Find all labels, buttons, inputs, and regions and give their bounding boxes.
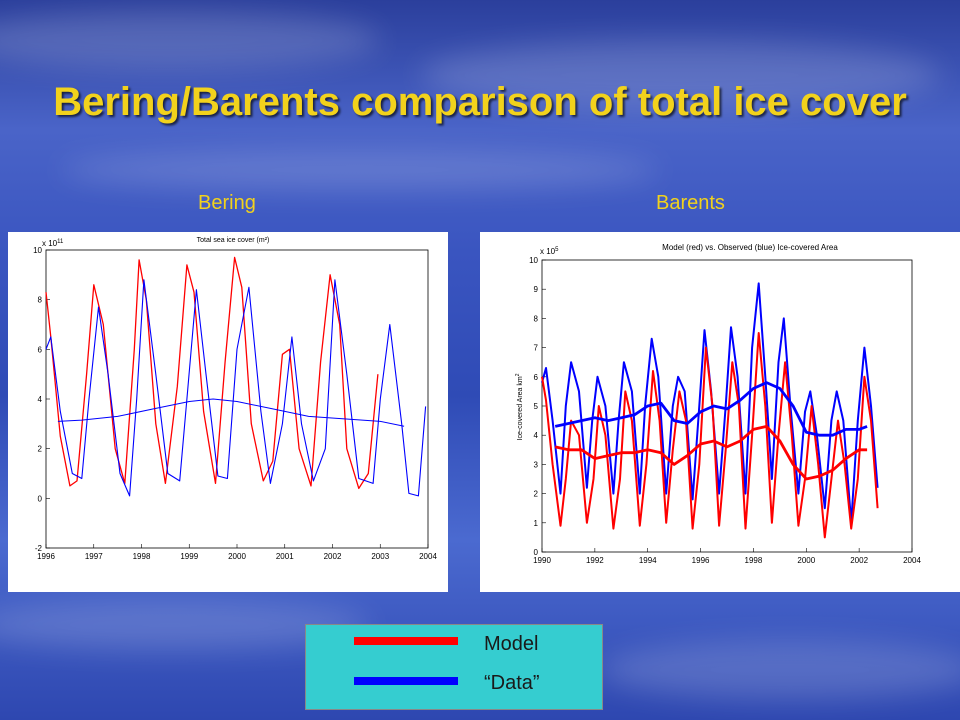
series-line-2 (57, 398, 405, 427)
barents-chart: x 105 Model (red) vs. Observed (blue) Ic… (480, 232, 960, 592)
x-tick-label: 1994 (639, 556, 657, 565)
legend-model-swatch (354, 637, 458, 645)
barents-y-axis-label: Ice-covered Area km2 (515, 373, 524, 440)
bering-label: Bering (198, 192, 256, 214)
barents-exponent-label: x 105 (540, 247, 559, 256)
plot-frame (45, 249, 429, 549)
y-tick-label: 4 (38, 395, 43, 404)
x-tick-label: 1992 (586, 556, 604, 565)
legend: Model “Data” (305, 624, 603, 710)
y-tick-label: 10 (529, 256, 538, 265)
cloud-decoration (420, 40, 940, 110)
legend-data-label: “Data” (484, 672, 540, 694)
x-tick-label: 2002 (324, 552, 342, 561)
cloud-decoration (600, 640, 960, 700)
y-tick-label: 0 (534, 548, 539, 557)
y-tick-label: 4 (534, 431, 539, 440)
series-line-1 (541, 332, 879, 539)
bering-chart-title: Total sea ice cover (m²) (197, 237, 270, 244)
barents-chart-title: Model (red) vs. Observed (blue) Ice-cove… (662, 243, 838, 252)
y-tick-label: 9 (534, 285, 539, 294)
y-tick-label: 7 (534, 344, 539, 353)
bering-exponent-label: x 1011 (42, 239, 64, 248)
x-tick-label: 2000 (797, 556, 815, 565)
cloud-decoration (0, 10, 380, 70)
x-tick-label: 2004 (903, 556, 921, 565)
x-tick-label: 2004 (419, 552, 437, 561)
x-tick-label: 1998 (133, 552, 151, 561)
x-tick-label: 1998 (745, 556, 763, 565)
cloud-decoration (60, 150, 660, 190)
x-tick-label: 1999 (180, 552, 198, 561)
bering-chart-svg: x 1011 Total sea ice cover (m²) 1996 1997… (33, 237, 437, 561)
y-tick-label: 1 (534, 519, 539, 528)
barents-label: Barents (656, 192, 725, 214)
y-tick-label: -2 (35, 544, 43, 553)
series-line-3 (554, 424, 868, 481)
x-tick-label: 2003 (371, 552, 389, 561)
slide-title: Bering/Barents comparison of total ice c… (53, 80, 907, 124)
y-tick-label: 6 (534, 373, 539, 382)
y-tick-label: 8 (534, 314, 539, 323)
plot-frame (541, 259, 913, 553)
legend-data-swatch (354, 677, 458, 685)
series-line-0 (45, 256, 379, 490)
x-tick-label: 1996 (37, 552, 55, 561)
x-tick-label: 1990 (533, 556, 551, 565)
y-tick-label: 10 (33, 246, 42, 255)
x-tick-label: 1997 (85, 552, 103, 561)
legend-model-label: Model (484, 633, 539, 655)
x-tick-label: 1996 (692, 556, 710, 565)
series-line-2 (554, 381, 868, 437)
x-tick-label: 2000 (228, 552, 246, 561)
y-tick-label: 0 (38, 494, 43, 503)
y-tick-label: 5 (534, 402, 539, 411)
y-tick-label: 6 (38, 345, 43, 354)
x-tick-label: 2002 (850, 556, 868, 565)
y-tick-label: 3 (534, 460, 539, 469)
y-tick-label: 8 (38, 296, 43, 305)
y-tick-label: 2 (534, 490, 539, 499)
x-tick-label: 2001 (276, 552, 294, 561)
y-tick-label: 2 (38, 445, 43, 454)
series-line-1 (45, 279, 427, 497)
bering-chart: x 1011 Total sea ice cover (m²) 1996 1997… (8, 232, 448, 592)
barents-chart-svg: x 105 Model (red) vs. Observed (blue) Ic… (515, 243, 921, 565)
